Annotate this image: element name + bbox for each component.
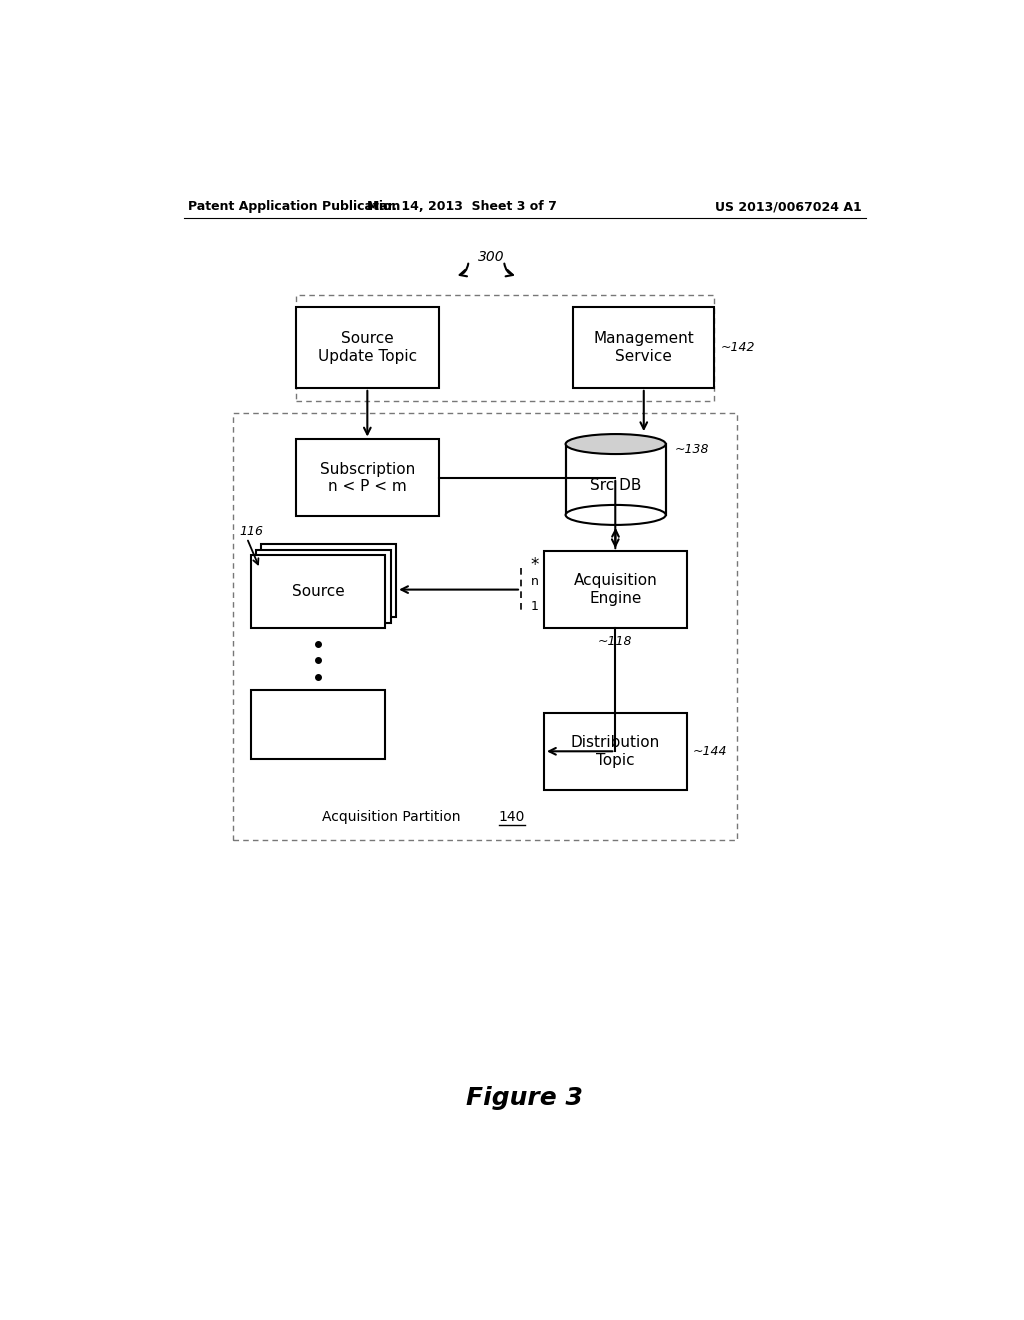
Text: *: * <box>530 556 539 574</box>
Text: Distribution
Topic: Distribution Topic <box>570 735 659 767</box>
Text: US 2013/0067024 A1: US 2013/0067024 A1 <box>716 201 862 214</box>
Bar <box>565 444 666 515</box>
Text: n: n <box>530 576 539 589</box>
Text: Figure 3: Figure 3 <box>466 1086 584 1110</box>
Bar <box>296 296 714 401</box>
Text: Management
Service: Management Service <box>593 331 694 363</box>
Ellipse shape <box>565 506 666 525</box>
Bar <box>256 549 391 623</box>
Text: Acquisition Partition: Acquisition Partition <box>323 810 470 825</box>
Text: Source: Source <box>292 583 344 599</box>
Bar <box>573 308 714 388</box>
Text: Subscription
n < P < m: Subscription n < P < m <box>319 462 415 494</box>
Bar <box>544 713 686 789</box>
Bar <box>251 554 385 628</box>
Text: 300: 300 <box>478 249 505 264</box>
Text: Patent Application Publication: Patent Application Publication <box>188 201 400 214</box>
Bar <box>544 552 686 628</box>
Bar <box>233 413 737 840</box>
Text: 140: 140 <box>499 810 525 825</box>
Text: Mar. 14, 2013  Sheet 3 of 7: Mar. 14, 2013 Sheet 3 of 7 <box>367 201 557 214</box>
Text: 1: 1 <box>530 601 539 612</box>
Text: Src DB: Src DB <box>590 478 641 494</box>
Text: ~118: ~118 <box>598 635 633 648</box>
Text: ~138: ~138 <box>675 444 710 455</box>
Text: Acquisition
Engine: Acquisition Engine <box>573 573 657 606</box>
Text: 116: 116 <box>240 525 263 539</box>
Bar <box>251 689 385 759</box>
Bar <box>296 440 438 516</box>
Text: ~144: ~144 <box>692 744 727 758</box>
Text: ~142: ~142 <box>720 341 755 354</box>
Bar <box>261 544 396 618</box>
Text: Source
Update Topic: Source Update Topic <box>317 331 417 363</box>
Bar <box>296 308 438 388</box>
Ellipse shape <box>565 434 666 454</box>
